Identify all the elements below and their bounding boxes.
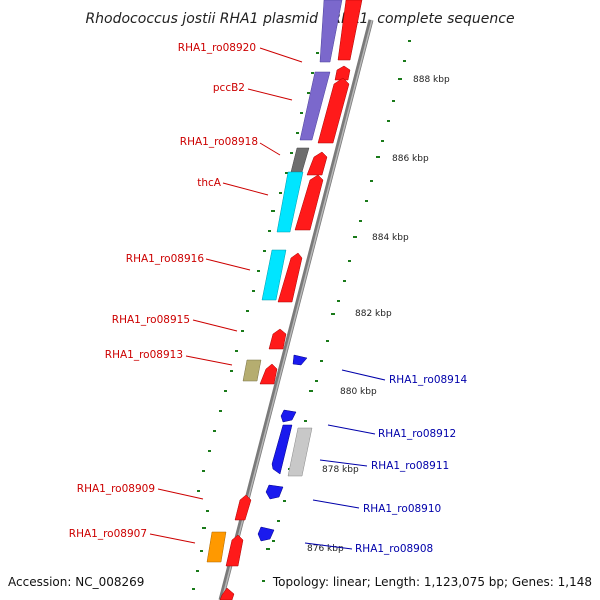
gene-label: RHA1_ro08914	[389, 374, 468, 386]
gene-label: RHA1_ro08911	[371, 460, 449, 472]
gene-block	[276, 171, 304, 233]
gene-block	[265, 484, 284, 500]
accession-text: Accession: NC_008269	[8, 575, 144, 589]
gene-label: RHA1_ro08920	[178, 42, 256, 54]
gene-label: RHA1_ro08916	[126, 253, 205, 265]
gene-label: RHA1_ro08918	[180, 136, 258, 148]
topology-text: Topology: linear; Length: 1,123,075 bp; …	[272, 575, 592, 589]
ruler-label: 876 kbp	[307, 544, 344, 554]
gene-label: pccB2	[213, 82, 245, 94]
gene-block	[290, 147, 310, 173]
gene-block	[259, 363, 278, 385]
gene-block	[280, 409, 297, 423]
ruler-ticks-right	[262, 40, 411, 582]
ruler-label: 880 kbp	[340, 387, 377, 397]
gene-block	[299, 71, 331, 141]
gene-label: RHA1_ro08910	[363, 503, 441, 515]
ruler-label: 888 kbp	[413, 75, 450, 85]
gene-block	[234, 494, 252, 521]
gene-label: RHA1_ro08907	[69, 528, 147, 540]
gene-block	[257, 526, 275, 542]
gene-label: RHA1_ro08913	[105, 349, 183, 361]
gene-block	[294, 174, 324, 231]
gene-block	[319, 0, 343, 63]
gene-block	[219, 587, 235, 600]
gene-label: thcA	[197, 177, 222, 189]
gene-label: RHA1_ro08912	[378, 428, 456, 440]
ruler-label: 884 kbp	[372, 233, 409, 243]
gene-features	[206, 0, 363, 600]
gene-block	[334, 65, 351, 81]
gene-block	[337, 0, 363, 61]
gene-block	[242, 359, 262, 382]
gene-block	[287, 427, 313, 477]
ruler-label: 882 kbp	[355, 309, 392, 319]
gene-label: RHA1_ro08908	[355, 543, 433, 555]
gene-block	[271, 424, 293, 475]
gene-block	[225, 534, 244, 567]
ruler-labels: 888 kbp 886 kbp 884 kbp 882 kbp 880 kbp …	[307, 75, 450, 554]
gene-block	[268, 328, 287, 350]
ruler-label: 878 kbp	[322, 465, 359, 475]
gene-block	[306, 151, 328, 176]
gene-block	[317, 77, 350, 144]
gene-block	[261, 249, 287, 301]
gene-label: RHA1_ro08909	[77, 483, 155, 495]
gene-block	[292, 354, 308, 366]
label-connectors	[149, 47, 386, 550]
gene-block	[206, 531, 227, 563]
gene-label: RHA1_ro08915	[112, 314, 190, 326]
ruler-label: 886 kbp	[392, 154, 429, 164]
gene-block	[277, 252, 303, 303]
ruler-ticks-left	[192, 52, 319, 590]
map-title: Rhodococcus jostii RHA1 plasmid pRHL1, c…	[85, 11, 514, 27]
gene-labels: RHA1_ro08920 pccB2 RHA1_ro08918 thcA RHA…	[69, 42, 468, 555]
